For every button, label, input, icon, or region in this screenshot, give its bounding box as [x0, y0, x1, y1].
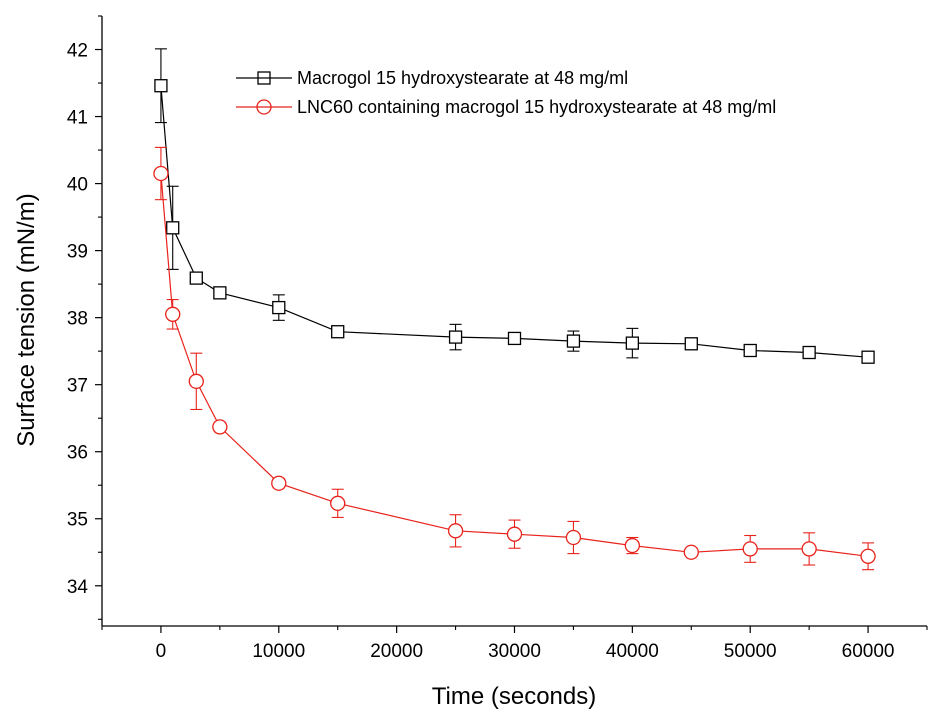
series-line-0 [160, 85, 869, 358]
y-tick-label-7: 41 [67, 108, 88, 129]
legend-marker-0 [257, 71, 271, 85]
data-point [330, 495, 346, 511]
y-tick-label-6: 40 [67, 175, 88, 196]
data-point [165, 306, 181, 322]
data-point [213, 286, 227, 300]
y-tick-label-1: 35 [67, 510, 88, 531]
data-point [154, 79, 168, 93]
data-point [684, 337, 698, 351]
y-axis-label: Surface tension (mN/m) [13, 193, 40, 446]
x-tick-label-5: 50000 [724, 641, 777, 662]
data-point [743, 343, 757, 358]
data-point [507, 331, 522, 346]
data-point [683, 544, 699, 560]
series-line-1 [160, 173, 869, 557]
legend: Macrogol 15 hydroxystearate at 48 mg/ml … [236, 68, 776, 117]
series-layer [153, 48, 876, 571]
y-tick-label-4: 38 [67, 309, 88, 330]
x-tick-label-6: 60000 [842, 641, 895, 662]
data-point [188, 373, 204, 389]
data-point [801, 541, 817, 557]
y-tick-label-5: 39 [67, 242, 88, 263]
y-tick-label-2: 36 [67, 443, 88, 464]
axes: 0 10000 20000 30000 40000 50000 60000 34 35 36 37 3… [67, 15, 928, 662]
series-1 [153, 146, 876, 571]
data-point [565, 529, 582, 546]
data-point [189, 271, 203, 285]
x-axis-label: Time (seconds) [432, 683, 596, 710]
data-point [624, 537, 641, 554]
data-point [166, 221, 180, 235]
legend-label-1: LNC60 containing macrogol 15 hydroxystea… [297, 97, 776, 117]
data-point [566, 334, 581, 348]
y-tick-label-3: 37 [67, 376, 88, 397]
x-tick-label-1: 10000 [252, 641, 305, 662]
data-point [861, 350, 875, 364]
data-point [742, 541, 758, 557]
x-tick-label-0: 0 [156, 641, 167, 662]
x-tick-label-2: 20000 [370, 641, 423, 662]
x-tick-label-3: 30000 [488, 641, 541, 662]
x-tick-label-4: 40000 [606, 641, 659, 662]
legend-label-0: Macrogol 15 hydroxystearate at 48 mg/ml [297, 68, 628, 88]
data-point [802, 345, 816, 360]
y-tick-label-0: 34 [67, 577, 89, 598]
data-point [448, 330, 463, 344]
data-point [272, 300, 286, 315]
series-0 [154, 48, 875, 364]
data-point [447, 523, 464, 539]
legend-marker-1 [256, 99, 272, 115]
data-point [860, 548, 876, 564]
data-point [153, 165, 169, 182]
y-tick-label-8: 42 [67, 41, 88, 62]
data-point [331, 325, 345, 339]
data-point [625, 336, 640, 350]
data-point [271, 475, 287, 491]
data-point [506, 526, 523, 542]
data-point [212, 419, 228, 435]
